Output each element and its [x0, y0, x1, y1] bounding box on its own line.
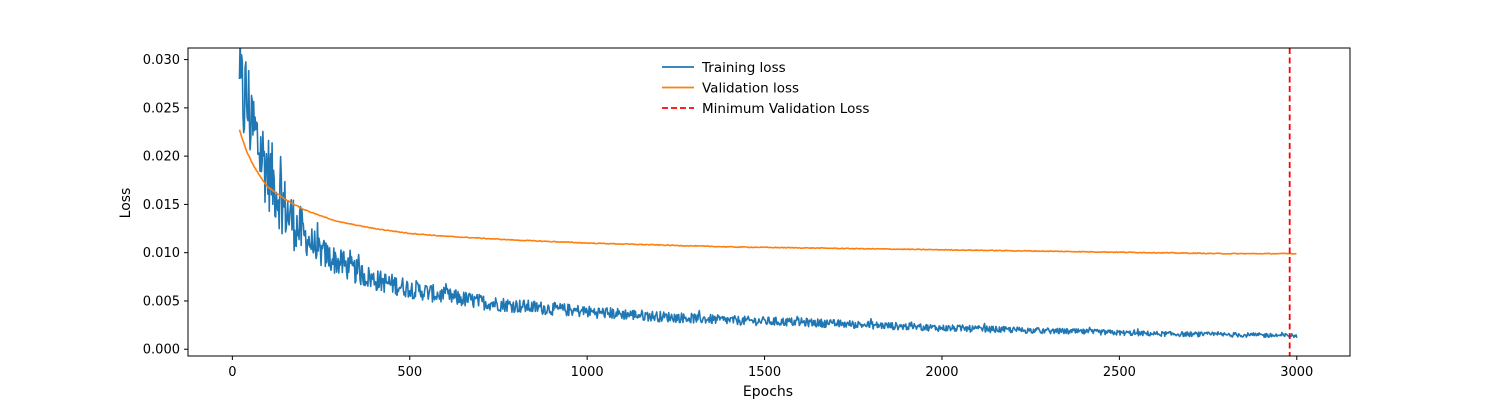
legend-item: Training loss — [662, 60, 786, 76]
x-axis-label: Epochs — [743, 384, 793, 400]
y-axis-label: Loss — [118, 188, 134, 219]
series-line-validation-loss — [238, 129, 1297, 255]
x-tick-label: 3000 — [1280, 365, 1313, 380]
y-tick-label: 0.010 — [143, 246, 180, 261]
legend-label: Minimum Validation Loss — [702, 101, 869, 117]
x-tick-label: 1500 — [748, 365, 781, 380]
series-line-training-loss — [238, 48, 1298, 339]
legend-item: Validation loss — [662, 81, 799, 97]
y-tick-label: 0.020 — [143, 150, 180, 165]
legend-label: Training loss — [701, 60, 786, 76]
plot-frame — [187, 47, 1351, 357]
x-tick-label: 0 — [228, 365, 236, 380]
y-tick-label: 0.000 — [143, 343, 180, 358]
y-axis: 0.000 0.005 0.010 0.015 0.020 0.025 0.030 — [143, 53, 188, 358]
y-tick-label: 0.030 — [143, 53, 180, 68]
x-tick-label: 2500 — [1103, 365, 1136, 380]
y-tick-label: 0.005 — [143, 294, 180, 309]
x-axis: 0 500 1000 1500 2000 2500 3000 — [228, 356, 1313, 380]
legend-item: Minimum Validation Loss — [662, 101, 869, 117]
x-tick-label: 1000 — [571, 365, 604, 380]
y-tick-label: 0.015 — [143, 198, 180, 213]
x-tick-label: 500 — [397, 365, 422, 380]
y-tick-label: 0.025 — [143, 101, 180, 116]
x-tick-label: 2000 — [925, 365, 958, 380]
legend: Training loss Validation loss Minimum Vali… — [662, 60, 869, 117]
legend-label: Validation loss — [702, 81, 799, 97]
